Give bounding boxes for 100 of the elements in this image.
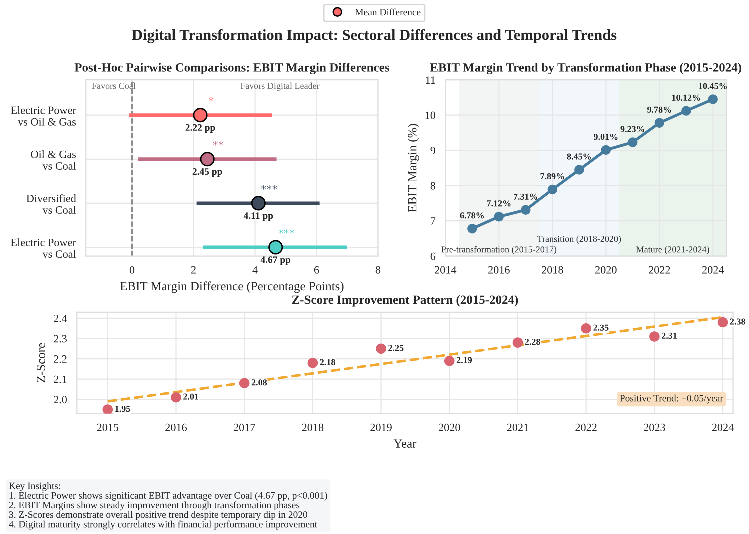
chart-title: Z-Score Improvement Pattern (2015-2024) bbox=[292, 295, 518, 307]
annotation: Favors Coal bbox=[92, 82, 136, 90]
annotation: *** bbox=[262, 186, 278, 190]
point bbox=[468, 224, 478, 234]
y-tick-label: 10 bbox=[426, 112, 436, 120]
x-tick-label: 2018 bbox=[302, 424, 324, 432]
data-label: 2.28 bbox=[525, 338, 540, 346]
data-label: 10.12% bbox=[672, 94, 700, 101]
annotation: Positive Trend: +0.05/year bbox=[620, 394, 724, 404]
annotation: *** bbox=[278, 230, 294, 234]
x-tick-label: 2021 bbox=[507, 424, 528, 432]
y-tick-label: 11 bbox=[426, 76, 436, 84]
point bbox=[718, 317, 728, 328]
x-tick-label: 2022 bbox=[576, 424, 597, 432]
point bbox=[193, 108, 208, 123]
data-label: 4.11 pp bbox=[244, 212, 274, 222]
y-tick-label: Diversified vs Coal bbox=[26, 194, 76, 214]
point bbox=[548, 184, 558, 195]
point bbox=[200, 152, 215, 167]
y-tick-label: 2.3 bbox=[54, 335, 67, 343]
text: Key Insights: 1. Electric Power shows significant EBIT advantage over Coal (4.67 pp, p<0.001) 2. EBIT Margins show steady improvement through transformation phases 3. Z-Scores demonstrate overall positive trend despite temporary dip in 2020 4. Digital maturity strongly correlates with financial performance improvement bbox=[9, 482, 328, 530]
point bbox=[444, 356, 455, 366]
data-label: 8.45% bbox=[567, 154, 591, 160]
x-tick-label: 2015 bbox=[97, 424, 119, 432]
data-label: 7.31% bbox=[514, 194, 538, 200]
data-label: 7.12% bbox=[487, 200, 511, 207]
data-label: 4.67 pp bbox=[260, 256, 291, 266]
band-label: Transition (2018-2020) bbox=[537, 236, 622, 244]
y-tick-label: Electric Power vs Coal bbox=[11, 238, 76, 258]
point bbox=[654, 118, 665, 128]
y-axis-title: Z-Score bbox=[37, 343, 46, 383]
y-tick-label: 2.4 bbox=[54, 314, 68, 322]
point bbox=[521, 205, 531, 216]
data-label: 2.01 bbox=[184, 394, 199, 400]
x-tick-label: 2016 bbox=[166, 424, 188, 432]
point bbox=[239, 378, 250, 389]
data-label: 6.78% bbox=[460, 212, 484, 219]
x-axis-title: EBIT Margin Difference (Percentage Points) bbox=[120, 282, 344, 294]
band-label: Pre-transformation (2015-2017) bbox=[442, 246, 557, 255]
data-label: 2.08 bbox=[252, 380, 268, 386]
x-axis-title: Year bbox=[394, 440, 417, 448]
point bbox=[171, 392, 182, 403]
y-tick-label: 2.0 bbox=[54, 396, 67, 404]
data-label: 1.95 bbox=[116, 406, 130, 412]
x-tick-label: 2020 bbox=[596, 266, 617, 274]
x-tick-label: 0 bbox=[130, 266, 135, 274]
annotation: * bbox=[209, 98, 214, 102]
point bbox=[494, 212, 504, 222]
y-tick-label: 2.1 bbox=[54, 376, 67, 384]
point bbox=[628, 138, 638, 148]
x-tick-label: 2 bbox=[191, 266, 196, 274]
x-tick-label: 2019 bbox=[370, 424, 392, 432]
x-tick-label: 2024 bbox=[712, 424, 734, 432]
point bbox=[376, 344, 386, 354]
x-tick-label: 2016 bbox=[488, 266, 510, 274]
band-label: Mature (2021-2024) bbox=[636, 246, 710, 255]
x-tick-label: 2018 bbox=[542, 266, 564, 274]
point bbox=[308, 358, 318, 368]
data-label: 7.89% bbox=[540, 173, 564, 180]
data-label: 10.45% bbox=[699, 83, 727, 90]
point bbox=[581, 323, 592, 334]
y-tick-label: 9 bbox=[430, 147, 436, 155]
x-tick-label: 2022 bbox=[649, 266, 670, 274]
y-tick-label: Oil & Gas vs Coal bbox=[31, 150, 76, 170]
text: Digital Transformation Impact: Sectoral Differences and Temporal Trends bbox=[132, 29, 617, 44]
y-tick-label: 8 bbox=[430, 182, 436, 190]
data-label: 9.78% bbox=[647, 106, 672, 113]
data-label: 9.01% bbox=[594, 134, 618, 140]
data-label: 2.19 bbox=[456, 357, 472, 364]
data-label: 9.23% bbox=[620, 126, 644, 132]
x-tick-label: 8 bbox=[376, 266, 381, 274]
data-label: 2.22 pp bbox=[186, 124, 216, 133]
point bbox=[251, 196, 266, 211]
x-tick-label: 4 bbox=[252, 266, 258, 274]
point bbox=[102, 404, 114, 414]
point bbox=[512, 338, 524, 348]
data-label: 2.38 bbox=[730, 318, 746, 325]
point bbox=[650, 332, 660, 342]
x-tick-label: 2023 bbox=[644, 424, 666, 432]
chart-title: EBIT Margin Trend by Transformation Phase (2015-2024) bbox=[430, 62, 742, 75]
x-tick-label: 6 bbox=[314, 266, 320, 274]
x-tick-label: 2024 bbox=[702, 266, 724, 274]
y-tick-label: 7 bbox=[431, 218, 436, 225]
annotation: ** bbox=[213, 142, 224, 146]
x-tick-label: 2017 bbox=[234, 424, 256, 432]
point bbox=[708, 94, 718, 104]
y-tick-label: 6 bbox=[430, 252, 436, 260]
point bbox=[574, 165, 584, 175]
data-label: 2.18 bbox=[320, 359, 336, 366]
point bbox=[601, 145, 612, 156]
y-tick-label: Electric Power vs Oil & Gas bbox=[11, 106, 76, 126]
chart-title: Post-Hoc Pairwise Comparisons: EBIT Margin Differences bbox=[74, 62, 390, 75]
legend-label: Mean Difference bbox=[355, 8, 421, 16]
data-label: 2.35 bbox=[594, 324, 609, 331]
annotation: Favors Digital Leader bbox=[240, 82, 320, 91]
point bbox=[268, 240, 284, 255]
y-axis-title: EBIT Margin (%) bbox=[408, 124, 420, 212]
x-tick-label: 2014 bbox=[435, 266, 457, 274]
x-tick-label: 2020 bbox=[439, 424, 460, 432]
data-label: 2.31 bbox=[662, 332, 677, 340]
